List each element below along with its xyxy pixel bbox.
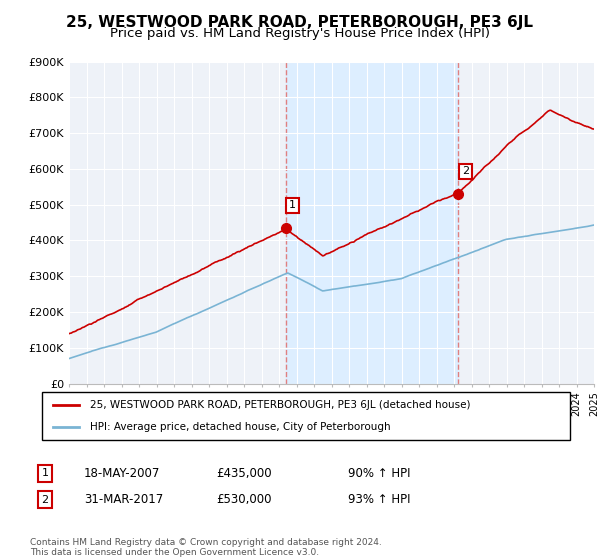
Text: Price paid vs. HM Land Registry's House Price Index (HPI): Price paid vs. HM Land Registry's House … xyxy=(110,27,490,40)
Text: £530,000: £530,000 xyxy=(216,493,271,506)
Text: 1: 1 xyxy=(289,200,296,211)
Text: 2: 2 xyxy=(41,494,49,505)
Text: HPI: Average price, detached house, City of Peterborough: HPI: Average price, detached house, City… xyxy=(89,422,390,432)
Text: 93% ↑ HPI: 93% ↑ HPI xyxy=(348,493,410,506)
Bar xyxy=(286,62,458,384)
Text: £435,000: £435,000 xyxy=(216,466,272,480)
Text: 25, WESTWOOD PARK ROAD, PETERBOROUGH, PE3 6JL: 25, WESTWOOD PARK ROAD, PETERBOROUGH, PE… xyxy=(67,15,533,30)
Text: 2: 2 xyxy=(462,166,469,176)
Text: 25, WESTWOOD PARK ROAD, PETERBOROUGH, PE3 6JL (detached house): 25, WESTWOOD PARK ROAD, PETERBOROUGH, PE… xyxy=(89,400,470,410)
Text: Contains HM Land Registry data © Crown copyright and database right 2024.
This d: Contains HM Land Registry data © Crown c… xyxy=(30,538,382,557)
Text: 1: 1 xyxy=(41,468,49,478)
Text: 90% ↑ HPI: 90% ↑ HPI xyxy=(348,466,410,480)
Text: 31-MAR-2017: 31-MAR-2017 xyxy=(84,493,163,506)
Text: 18-MAY-2007: 18-MAY-2007 xyxy=(84,466,160,480)
